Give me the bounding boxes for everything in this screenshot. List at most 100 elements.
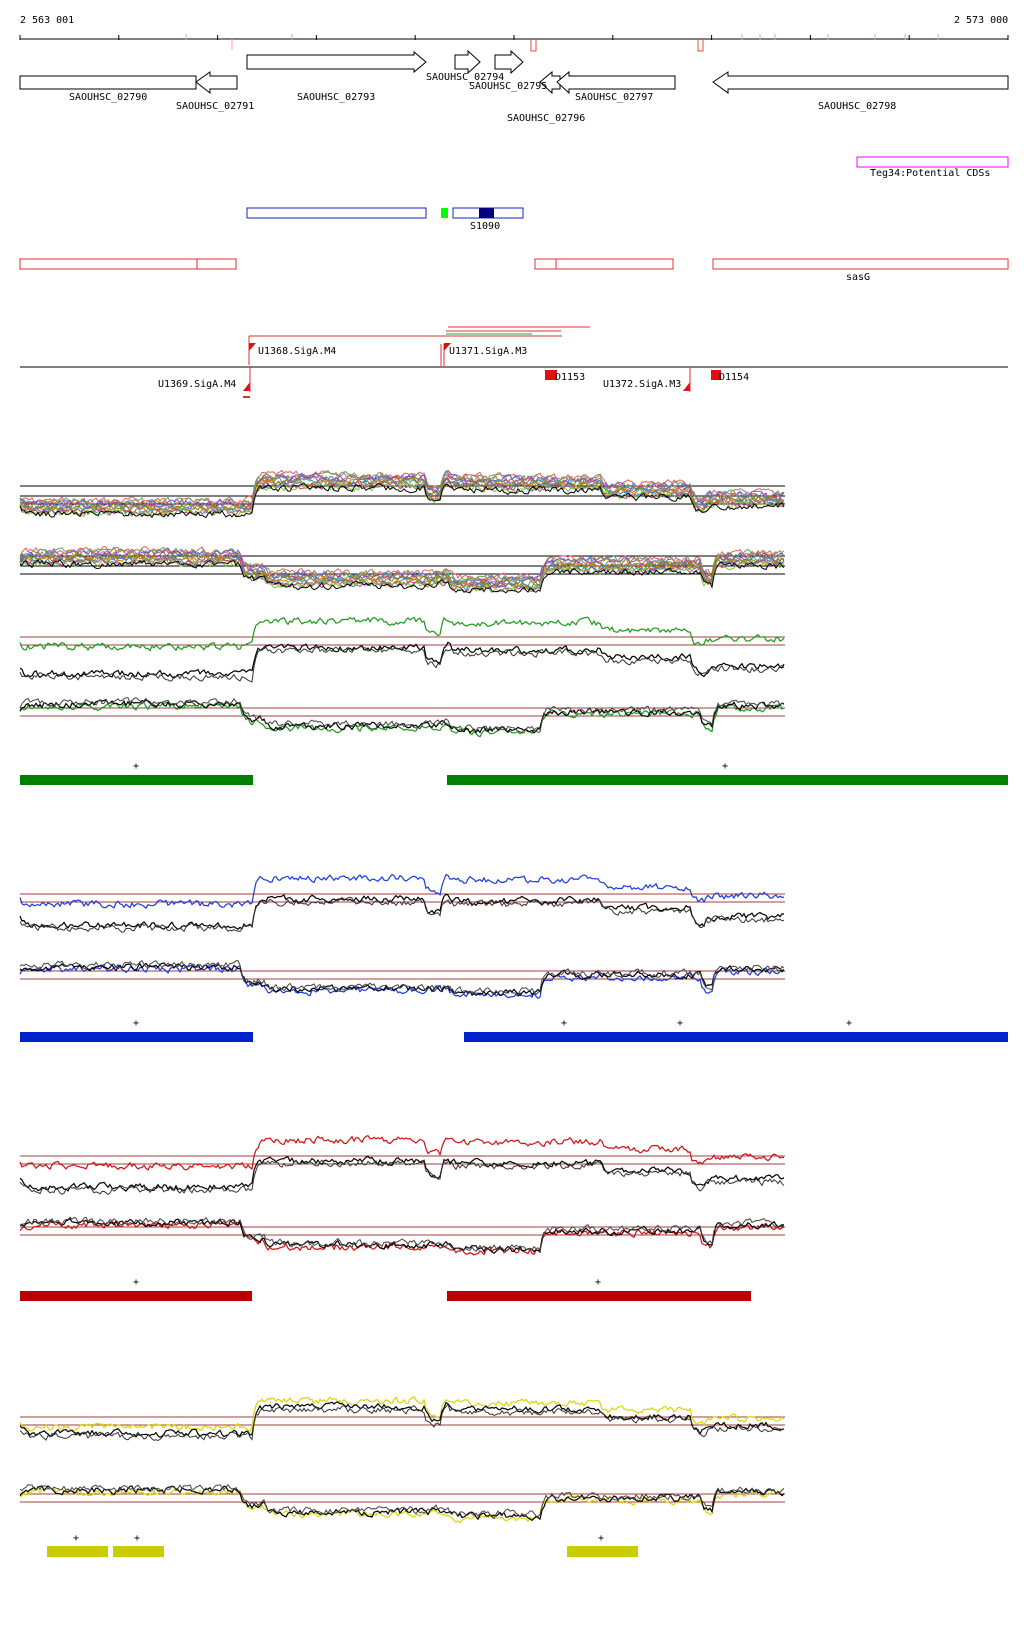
yellow-segment[interactable] — [47, 1546, 108, 1557]
gene-label: SAOUHSC_02797 — [575, 92, 653, 103]
green-segment[interactable] — [447, 775, 1008, 785]
plus-mark: + — [595, 1277, 601, 1288]
control-trace — [19, 893, 785, 930]
plus-mark: + — [134, 1533, 140, 1544]
control-trace — [19, 697, 785, 733]
gene-label: SAOUHSC_02795 — [469, 81, 547, 92]
tu-label-u1368: U1368.SigA.M4 — [258, 346, 336, 357]
promoter-u1371[interactable] — [444, 343, 451, 351]
group-trace — [19, 1487, 785, 1524]
coordinate-ruler: 2 563 001 2 573 000 — [19, 15, 1009, 52]
control-trace — [19, 896, 785, 933]
gene-arrow-02794[interactable] — [454, 49, 481, 75]
gene-label: SAOUHSC_02794 — [426, 72, 504, 83]
gene-label: SAOUHSC_02793 — [297, 92, 375, 103]
end-coordinate: 2 573 000 — [954, 15, 1008, 26]
gene-arrow-02791[interactable] — [195, 71, 238, 95]
gene-arrow-02797[interactable] — [556, 70, 676, 95]
plus-mark: + — [73, 1533, 79, 1544]
yellow-segment[interactable] — [113, 1546, 164, 1557]
control-trace — [19, 1403, 785, 1442]
terminator-marks — [185, 34, 939, 50]
yellow-segment[interactable] — [567, 1546, 638, 1557]
segment-bars: + + + + + + + + + + + — [20, 761, 1008, 1557]
multi-condition-trace — [19, 553, 785, 589]
gene-arrow-02795[interactable] — [494, 49, 524, 75]
tu-label-d1153: D1153 — [555, 372, 585, 383]
red-segment[interactable] — [447, 1291, 751, 1301]
multi-condition-trace — [19, 559, 785, 594]
control-trace — [19, 641, 785, 679]
sasg-label: sasG — [846, 272, 870, 283]
sasg-region[interactable] — [712, 258, 1009, 270]
tu-label-u1372: U1372.SigA.M3 — [603, 379, 681, 390]
plus-mark: + — [561, 1018, 567, 1029]
control-trace — [19, 1483, 785, 1520]
group-trace — [19, 1134, 785, 1171]
blue-segment[interactable] — [20, 1032, 253, 1042]
teg34-label: Teg34:Potential CDSs — [870, 168, 990, 179]
control-trace — [19, 1401, 785, 1439]
plus-mark: + — [598, 1533, 604, 1544]
plus-mark: + — [846, 1018, 852, 1029]
region-box[interactable] — [534, 258, 674, 270]
plus-mark: + — [677, 1018, 683, 1029]
sasg-track — [19, 258, 1009, 270]
control-trace — [19, 962, 785, 997]
control-trace — [19, 960, 785, 996]
terminator-d1154[interactable] — [711, 370, 721, 380]
promoter-u1369[interactable] — [243, 382, 250, 391]
group-trace — [19, 963, 785, 1000]
transcription-unit-track: U1368.SigA.M4 U1371.SigA.M3 U1369.SigA.M… — [20, 326, 1008, 398]
srna-feature[interactable] — [246, 207, 427, 219]
plus-mark: + — [133, 1018, 139, 1029]
promoter-u1368[interactable] — [249, 343, 256, 351]
terminator-mark — [530, 39, 537, 52]
group-trace — [19, 1395, 785, 1432]
gene-track — [19, 49, 1009, 95]
group-trace — [19, 873, 785, 910]
promoter-u1372[interactable] — [683, 382, 690, 391]
teg34-feature[interactable] — [856, 156, 1009, 168]
plus-mark: + — [722, 761, 728, 772]
start-coordinate: 2 563 001 — [20, 15, 74, 26]
gene-label: SAOUHSC_02791 — [176, 101, 254, 112]
terminator-d1153[interactable] — [545, 370, 557, 380]
tu-label-d1154: D1154 — [719, 372, 749, 383]
control-trace — [19, 1159, 785, 1196]
green-segment[interactable] — [20, 775, 253, 785]
srna-track: S1090 — [246, 207, 524, 232]
control-trace — [19, 1485, 785, 1522]
gene-arrow-02790[interactable] — [19, 75, 197, 90]
plus-mark: + — [133, 1277, 139, 1288]
red-segment[interactable] — [20, 1291, 252, 1301]
control-trace — [19, 1217, 785, 1255]
srna-label: S1090 — [470, 221, 500, 232]
blue-segment[interactable] — [464, 1032, 1008, 1042]
gene-label: SAOUHSC_02790 — [69, 92, 147, 103]
srna-feature[interactable] — [441, 208, 448, 218]
multi-condition-trace — [19, 469, 785, 506]
multi-condition-trace — [19, 555, 785, 592]
multi-condition-trace — [19, 482, 785, 517]
gene-label: SAOUHSC_02796 — [507, 113, 585, 124]
gene-arrow-02793[interactable] — [246, 50, 427, 74]
terminator-mark — [697, 39, 704, 52]
tu-label-u1369: U1369.SigA.M4 — [158, 379, 236, 390]
control-trace — [19, 1216, 785, 1253]
multi-condition-trace — [19, 471, 785, 509]
multi-condition-trace — [19, 483, 785, 519]
region-box[interactable] — [19, 258, 237, 270]
control-trace — [19, 645, 785, 683]
srna-core — [479, 208, 494, 218]
expression-profiles — [19, 469, 785, 1524]
group-trace — [19, 616, 785, 652]
control-trace — [19, 1155, 785, 1192]
gene-arrow-02798[interactable] — [712, 71, 1009, 94]
tu-label-u1371: U1371.SigA.M3 — [449, 346, 527, 357]
gene-labels: SAOUHSC_02790 SAOUHSC_02791 SAOUHSC_0279… — [69, 72, 896, 124]
plus-mark: + — [133, 761, 139, 772]
group-trace — [19, 1220, 785, 1256]
multi-condition-trace — [19, 469, 785, 508]
